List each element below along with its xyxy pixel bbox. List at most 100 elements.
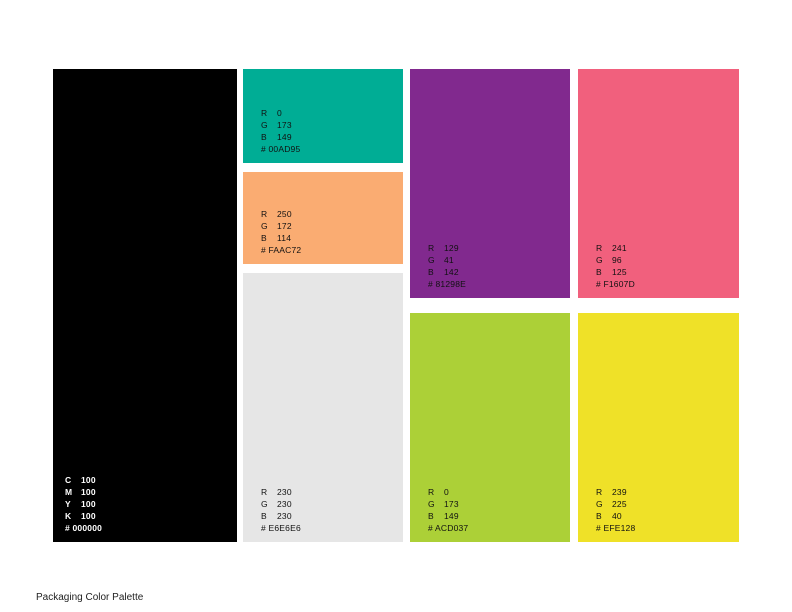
r-value: 239 xyxy=(612,487,627,497)
yellow-value-row: Y 100 xyxy=(65,498,102,510)
hex-code: # EFE128 xyxy=(596,523,636,533)
swatch-black-label: C 100 M 100 Y 100 K 100 # 000000 xyxy=(65,474,102,534)
g-key: G xyxy=(261,120,268,130)
g-value: 96 xyxy=(612,255,622,265)
g-value: 173 xyxy=(444,499,459,509)
green-value-row: G 41 xyxy=(428,254,466,266)
b-key: B xyxy=(261,132,267,142)
b-key: B xyxy=(428,267,434,277)
blue-value-row: B 142 xyxy=(428,266,466,278)
g-key: G xyxy=(596,255,603,265)
b-key: B xyxy=(261,511,267,521)
hex-code: # 000000 xyxy=(65,523,103,533)
r-key: R xyxy=(596,487,603,497)
m-key: M xyxy=(65,487,73,497)
m-value: 100 xyxy=(81,487,96,497)
blue-value-row: B 114 xyxy=(261,232,301,244)
g-key: G xyxy=(261,499,268,509)
g-key: G xyxy=(428,255,435,265)
swatch-purple-label: R 129 G 41 B 142 # 81298E xyxy=(428,242,466,290)
blue-value-row: B 40 xyxy=(596,510,635,522)
g-key: G xyxy=(596,499,603,509)
r-value: 0 xyxy=(277,108,282,118)
swatch-grey-label: R 230 G 230 B 230 # E6E6E6 xyxy=(261,486,301,534)
swatch-yellow-label: R 239 G 225 B 40 # EFE128 xyxy=(596,486,635,534)
green-value-row: G 225 xyxy=(596,498,635,510)
swatch-black: C 100 M 100 Y 100 K 100 # 000000 xyxy=(53,69,237,542)
r-key: R xyxy=(428,243,435,253)
swatch-orange-label: R 250 G 172 B 114 # FAAC72 xyxy=(261,208,301,256)
r-key: R xyxy=(261,487,268,497)
b-value: 142 xyxy=(444,267,459,277)
b-value: 114 xyxy=(277,233,292,243)
b-key: B xyxy=(596,267,602,277)
b-value: 40 xyxy=(612,511,622,521)
red-value-row: R 230 xyxy=(261,486,301,498)
r-value: 230 xyxy=(277,487,292,497)
b-value: 149 xyxy=(277,132,292,142)
b-value: 125 xyxy=(612,267,627,277)
k-value: 100 xyxy=(81,511,96,521)
swatch-pink: R 241 G 96 B 125 # F1607D xyxy=(578,69,739,298)
b-key: B xyxy=(261,233,267,243)
hex-code: # 81298E xyxy=(428,279,466,289)
magenta-value-row: M 100 xyxy=(65,486,102,498)
green-value-row: G 173 xyxy=(428,498,468,510)
b-key: B xyxy=(596,511,602,521)
g-value: 41 xyxy=(444,255,454,265)
swatch-orange: R 250 G 172 B 114 # FAAC72 xyxy=(243,172,403,264)
g-value: 230 xyxy=(277,499,292,509)
r-value: 241 xyxy=(612,243,627,253)
swatch-yellow: R 239 G 225 B 40 # EFE128 xyxy=(578,313,739,542)
y-key: Y xyxy=(65,499,71,509)
hex-code: # 00AD95 xyxy=(261,144,301,154)
b-value: 149 xyxy=(444,511,459,521)
green-value-row: G 96 xyxy=(596,254,635,266)
blue-value-row: B 149 xyxy=(261,131,300,143)
c-key: C xyxy=(65,475,72,485)
y-value: 100 xyxy=(81,499,96,509)
hex-code: # ACD037 xyxy=(428,523,469,533)
cyan-value-row: C 100 xyxy=(65,474,102,486)
b-key: B xyxy=(428,511,434,521)
blue-value-row: B 230 xyxy=(261,510,301,522)
swatch-grey: R 230 G 230 B 230 # E6E6E6 xyxy=(243,273,403,542)
key-value-row: K 100 xyxy=(65,510,102,522)
blue-value-row: B 149 xyxy=(428,510,468,522)
red-value-row: R 239 xyxy=(596,486,635,498)
g-value: 225 xyxy=(612,499,627,509)
r-key: R xyxy=(596,243,603,253)
b-value: 230 xyxy=(277,511,292,521)
r-value: 0 xyxy=(444,487,449,497)
g-key: G xyxy=(428,499,435,509)
red-value-row: R 241 xyxy=(596,242,635,254)
hex-code: # E6E6E6 xyxy=(261,523,301,533)
swatch-purple: R 129 G 41 B 142 # 81298E xyxy=(410,69,570,298)
k-key: K xyxy=(65,511,72,521)
r-key: R xyxy=(261,209,268,219)
red-value-row: R 129 xyxy=(428,242,466,254)
green-value-row: G 230 xyxy=(261,498,301,510)
page-caption: Packaging Color Palette xyxy=(36,592,144,603)
g-value: 173 xyxy=(277,120,292,130)
r-value: 129 xyxy=(444,243,459,253)
hex-code: # FAAC72 xyxy=(261,245,302,255)
c-value: 100 xyxy=(81,475,96,485)
green-value-row: G 173 xyxy=(261,119,300,131)
swatch-pink-label: R 241 G 96 B 125 # F1607D xyxy=(596,242,635,290)
blue-value-row: B 125 xyxy=(596,266,635,278)
g-value: 172 xyxy=(277,221,292,231)
r-key: R xyxy=(261,108,268,118)
r-key: R xyxy=(428,487,435,497)
green-value-row: G 172 xyxy=(261,220,301,232)
g-key: G xyxy=(261,221,268,231)
hex-code: # F1607D xyxy=(596,279,635,289)
red-value-row: R 250 xyxy=(261,208,301,220)
r-value: 250 xyxy=(277,209,292,219)
